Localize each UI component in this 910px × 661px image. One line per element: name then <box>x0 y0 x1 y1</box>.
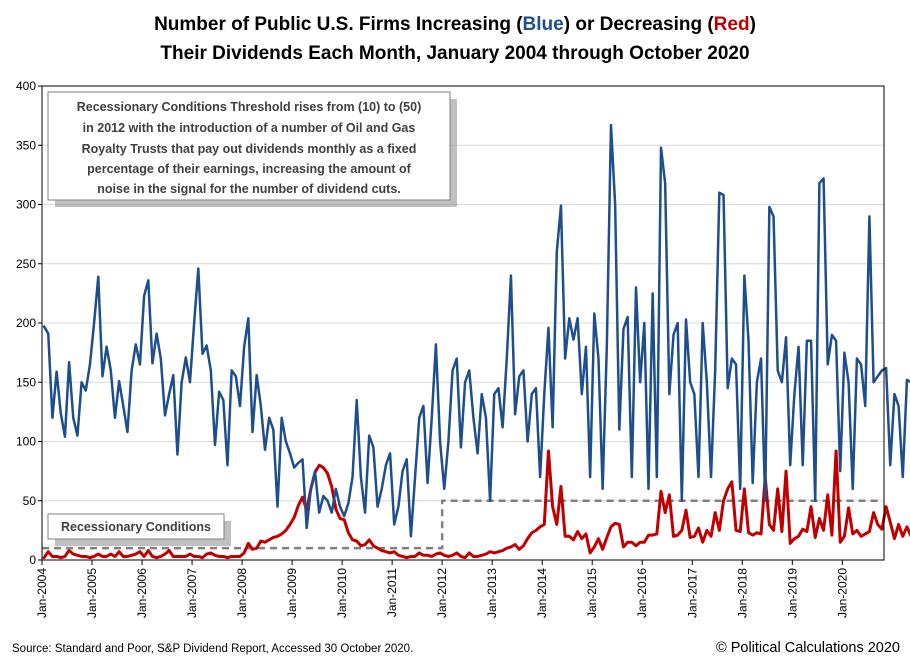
title-segment: Number of Public U.S. Firms Increasing ( <box>154 14 523 35</box>
chart-title-line2: Their Dividends Each Month, January 2004… <box>160 43 749 64</box>
recession-label: Recessionary Conditions <box>61 520 211 534</box>
y-tick-label: 300 <box>16 198 36 212</box>
title-segment: Blue <box>523 14 564 35</box>
x-tick-label: Jan-2012 <box>435 568 449 618</box>
recession-label-box: Recessionary Conditions <box>47 513 231 546</box>
y-tick-label: 400 <box>16 79 36 93</box>
title-segment: ) <box>750 14 756 35</box>
title-segment: Red <box>714 14 750 35</box>
annotation-box: Recessionary Conditions Threshold rises … <box>47 91 457 207</box>
x-tick-label: Jan-2018 <box>735 568 749 618</box>
annotation-line-4: percentage of their earnings, increasing… <box>87 162 412 176</box>
source-note: Source: Standard and Poor, S&P Dividend … <box>12 643 413 655</box>
annotation-line-1: Recessionary Conditions Threshold rises … <box>77 100 422 114</box>
series-lines <box>42 123 910 560</box>
annotation-line-5: noise in the signal for the number of di… <box>97 182 401 196</box>
y-tick-label: 0 <box>29 553 36 567</box>
y-tick-label: 150 <box>16 375 36 389</box>
title-segment: ) or Decreasing ( <box>564 14 715 35</box>
chart-title-line1: Number of Public U.S. Firms Increasing (… <box>154 14 756 35</box>
x-tick-label: Jan-2015 <box>585 568 599 618</box>
recession-label-frame <box>47 513 225 540</box>
x-tick-label: Jan-2013 <box>485 568 499 618</box>
x-tick-label: Jan-2010 <box>335 568 349 618</box>
x-tick-label: Jan-2005 <box>85 568 99 618</box>
x-tick-label: Jan-2017 <box>685 568 699 618</box>
y-axis: 0 50 100 150 200 250 300 350 400 <box>16 79 42 567</box>
y-tick-label: 200 <box>16 316 36 330</box>
annotation-line-3: Royalty Trusts that pay out dividends mo… <box>82 142 417 156</box>
copyright-note: © Political Calculations 2020 <box>716 640 900 656</box>
x-tick-label: Jan-2014 <box>535 568 549 618</box>
annotation-line-2: in 2012 with the introduction of a numbe… <box>83 121 416 135</box>
y-tick-label: 100 <box>16 435 36 449</box>
x-tick-label: Jan-2011 <box>385 568 399 617</box>
x-tick-label: Jan-2016 <box>635 568 649 618</box>
series-increasing-line <box>42 123 910 538</box>
y-tick-label: 350 <box>16 138 36 152</box>
y-tick-label: 50 <box>23 494 37 508</box>
x-tick-label: Jan-2006 <box>135 568 149 618</box>
x-tick-label: Jan-2009 <box>285 568 299 618</box>
x-tick-label: Jan-2007 <box>185 568 199 618</box>
y-tick-label: 250 <box>16 257 36 271</box>
annotation-box-frame <box>47 91 451 201</box>
x-tick-label: Jan-2020 <box>835 568 849 618</box>
x-tick-label: Jan-2008 <box>235 568 249 618</box>
x-tick-label: Jan-2019 <box>785 568 799 618</box>
x-tick-label: Jan-2004 <box>35 568 49 618</box>
series-decreasing-line <box>42 449 910 560</box>
x-axis: Jan-2004 Jan-2005 Jan-2006 Jan-2007 Jan-2008… <box>35 560 849 618</box>
